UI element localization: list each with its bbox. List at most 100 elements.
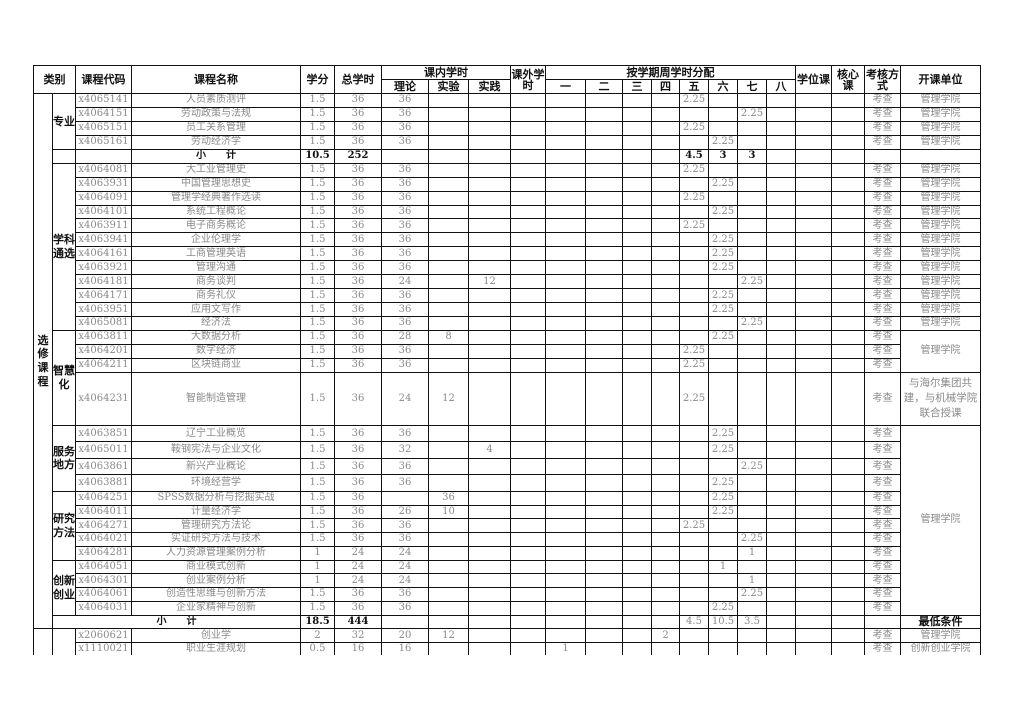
semester-4-hours (651, 614, 680, 630)
theory-hours: 36 (381, 343, 429, 359)
credits: 1.5 (300, 457, 335, 476)
course-code: x4064031 (75, 600, 132, 616)
credits: 10.5 (300, 148, 335, 164)
semester-2-hours (585, 357, 623, 373)
semester-2-hours (585, 232, 623, 248)
semester-7-hours: 2.25 (737, 274, 767, 290)
offering-unit: 管理学院 (900, 162, 981, 178)
table-row: 智慧化 x4063811 大数据分析 1.5 36 28 8 2.25 考查 管理学院 (34, 329, 981, 426)
course-code: x4064281 (75, 545, 132, 561)
course-code: x4065081 (75, 316, 132, 331)
credits: 1.5 (300, 260, 335, 276)
semester-4-hours (651, 474, 680, 492)
credits: 2 (300, 628, 335, 643)
header-in-class: 课内学时 (381, 65, 511, 80)
total-hours: 36 (334, 587, 382, 602)
semester-1-hours (545, 162, 586, 178)
credits: 1.5 (300, 600, 335, 616)
assessment-method: 考查 (864, 288, 901, 304)
course-name: 电子商务概论 (131, 218, 301, 234)
semester-1-hours (545, 134, 586, 150)
degree-course (795, 134, 832, 150)
semester-5-hours: 4.5 (679, 614, 709, 630)
degree-course (795, 246, 832, 262)
semester-5-hours (679, 424, 709, 443)
practice-hours (468, 559, 511, 575)
semester-4-hours (651, 532, 680, 547)
semester-2-hours (585, 218, 623, 234)
total-hours: 36 (334, 424, 382, 443)
credits: 1.5 (300, 232, 335, 248)
semester-7-hours (737, 218, 767, 234)
core-course (831, 573, 865, 588)
semester-3-hours (622, 532, 652, 547)
table-row: x4064171 商务礼仪 1.5 36 36 2.25 考查 管理学院 (34, 288, 981, 304)
lab-hours (428, 190, 469, 206)
semester-2-hours (585, 274, 623, 290)
semester-7-hours: 3.5 (737, 614, 767, 630)
credits: 1.5 (300, 424, 335, 443)
semester-6-hours: 2.25 (708, 176, 738, 192)
semester-8-hours (766, 148, 796, 164)
semester-2-hours (585, 204, 623, 220)
extra-hours (510, 260, 546, 276)
practice-hours (468, 190, 511, 206)
core-course (831, 176, 865, 192)
semester-4-hours (651, 573, 680, 588)
semester-4-hours (651, 457, 680, 476)
practice-hours (468, 490, 511, 506)
lab-hours (428, 148, 469, 164)
theory-hours: 36 (381, 316, 429, 331)
extra-hours (510, 246, 546, 262)
semester-1-hours (545, 504, 586, 520)
semester-4-hours (651, 232, 680, 248)
semester-8-hours (766, 441, 796, 459)
course-name: 鞍钢宪法与企业文化 (131, 441, 301, 459)
offering-unit: 管理学院 (900, 232, 981, 248)
semester-4-hours (651, 545, 680, 561)
credits: 1.5 (300, 106, 335, 122)
semester-2-hours (585, 162, 623, 178)
semester-8-hours (766, 134, 796, 150)
theory-hours: 28 (381, 329, 429, 345)
semester-1-hours (545, 148, 586, 164)
semester-4-hours (651, 302, 680, 317)
course-name: 智能制造管理 (131, 371, 301, 426)
theory-hours: 36 (381, 106, 429, 122)
degree-course (795, 628, 832, 643)
core-course (831, 545, 865, 561)
assessment-method: 考查 (864, 246, 901, 262)
core-course (831, 490, 865, 506)
semester-8-hours (766, 120, 796, 136)
semester-1-hours (545, 329, 586, 345)
semester-5-hours (679, 274, 709, 290)
course-code: x4064231 (75, 371, 132, 426)
extra-hours (510, 190, 546, 206)
semester-6-hours: 2.25 (708, 302, 738, 317)
theory-hours: 26 (381, 504, 429, 520)
lab-hours (428, 218, 469, 234)
credits: 18.5 (300, 614, 335, 630)
semester-3-hours (622, 474, 652, 492)
extra-hours (510, 316, 546, 331)
semester-1-hours (545, 302, 586, 317)
table-row: x4064231 智能制造管理 1.5 36 24 12 2.25 考查 与海尔集团共建，与机械… (34, 371, 981, 426)
semester-4-hours (651, 190, 680, 206)
semester-4-hours (651, 559, 680, 575)
semester-5-hours (679, 260, 709, 276)
semester-4-hours (651, 176, 680, 192)
offering-unit: 管理学院 (900, 134, 981, 150)
semester-5-hours (679, 474, 709, 492)
subtotal-row: 小 计 10.5 252 4.5 3 3 (34, 148, 981, 164)
degree-course (795, 106, 832, 122)
semester-8-hours (766, 628, 796, 643)
semester-1-hours (545, 288, 586, 304)
practice-hours (468, 288, 511, 304)
lab-hours (428, 274, 469, 290)
total-hours: 36 (334, 93, 382, 108)
course-code: x4064021 (75, 532, 132, 547)
semester-1-hours (545, 600, 586, 616)
semester-1-hours (545, 120, 586, 136)
semester-1-hours (545, 490, 586, 506)
semester-1-hours (545, 343, 586, 359)
